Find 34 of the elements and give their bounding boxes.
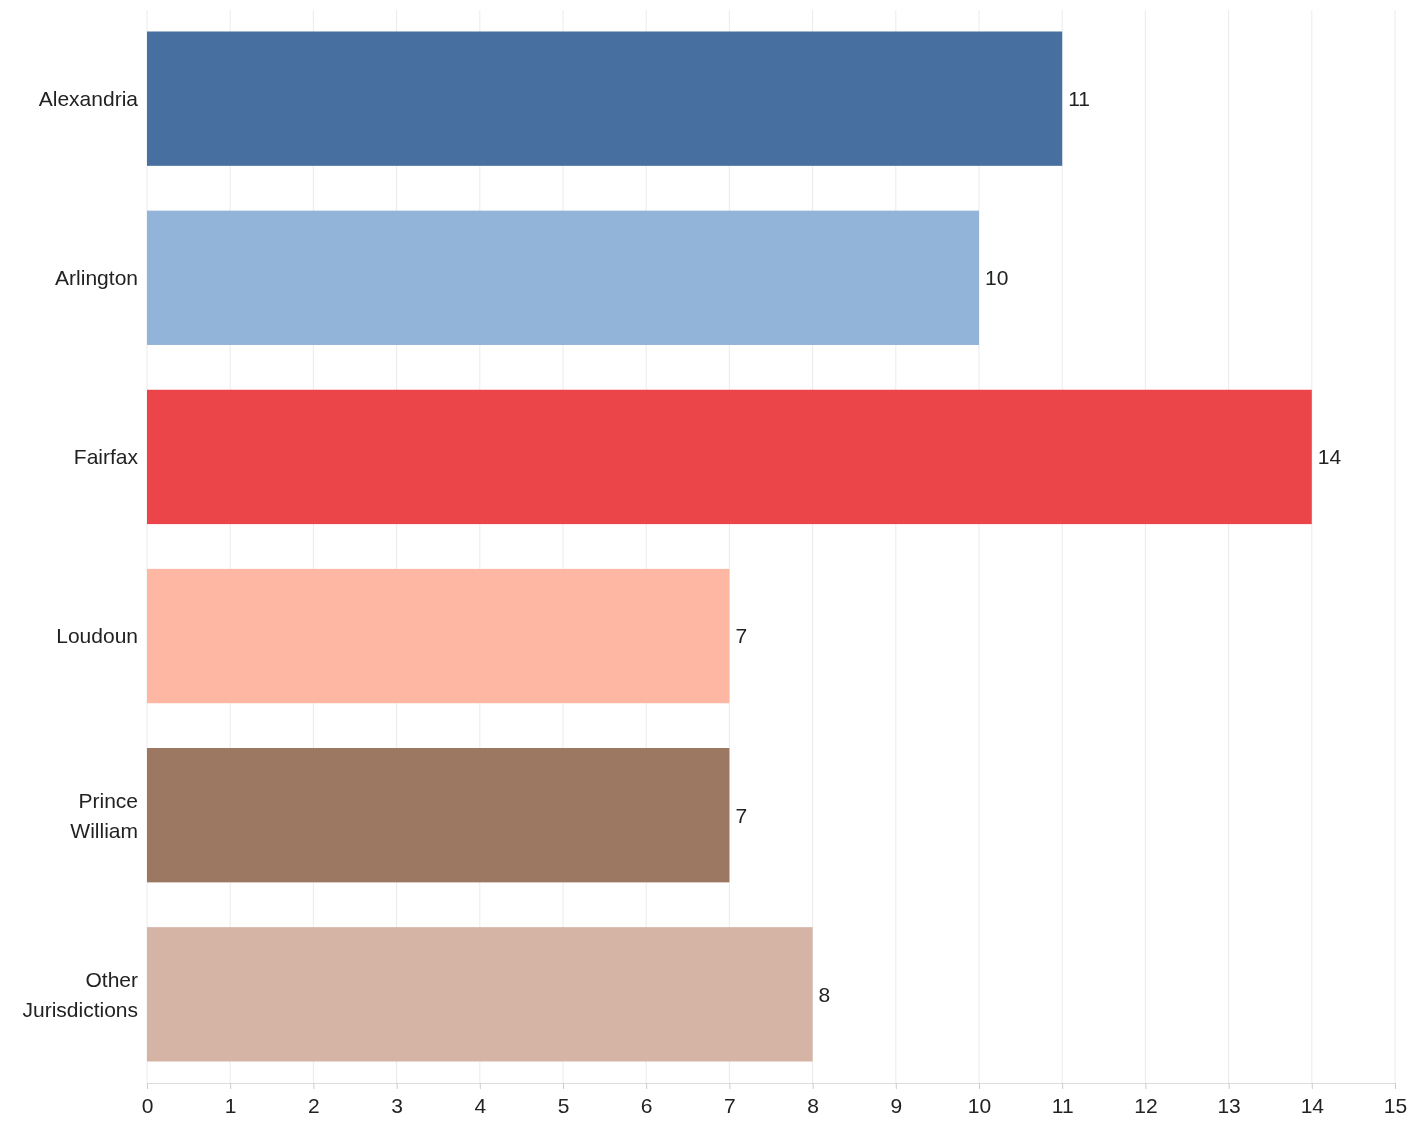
x-tick-label: 14	[1300, 1094, 1325, 1117]
bar	[147, 568, 730, 704]
x-tick-label: 8	[807, 1094, 819, 1117]
x-tick-label: 10	[967, 1094, 992, 1117]
x-tick-label: 0	[141, 1094, 154, 1117]
data-label: 8	[818, 982, 831, 1006]
x-tick-label: 11	[1051, 1094, 1074, 1117]
y-tick-label: Prince William	[70, 788, 138, 842]
x-tick-label: 1	[224, 1094, 237, 1117]
x-tick-label: 9	[890, 1094, 903, 1117]
data-label: 7	[735, 803, 748, 827]
data-label: 7	[735, 624, 748, 648]
x-tick-label: 13	[1217, 1094, 1241, 1117]
data-label: 10	[985, 266, 1009, 290]
bar	[147, 748, 730, 883]
bar	[147, 389, 1312, 525]
x-tick-label: 2	[308, 1094, 320, 1117]
x-tick-label: 5	[557, 1094, 570, 1117]
bar	[147, 31, 1063, 166]
x-tick-label: 15	[1383, 1094, 1408, 1117]
data-label: 14	[1317, 445, 1342, 469]
x-tick-label: 12	[1134, 1094, 1158, 1117]
y-tick-label: Arlington	[55, 266, 138, 290]
y-tick-label: Fairfax	[73, 445, 139, 469]
x-tick-label: 3	[391, 1094, 403, 1117]
x-tick-label: 7	[724, 1094, 736, 1117]
bar	[147, 210, 979, 345]
y-tick-label: Alexandria	[38, 87, 139, 111]
y-tick-label: Other Jurisdictions	[22, 967, 138, 1021]
x-tick-label: 6	[640, 1094, 653, 1117]
y-tick-label: Loudoun	[56, 624, 138, 648]
data-label: 11	[1068, 87, 1091, 111]
x-tick-label: 4	[474, 1094, 487, 1117]
bar	[147, 927, 813, 1062]
